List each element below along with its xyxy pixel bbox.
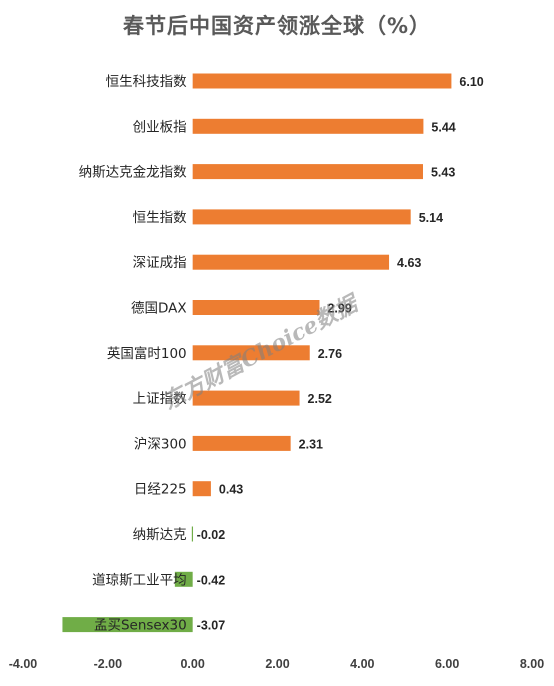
x-tick-label-6: 8.00 [520,657,544,671]
category-label-0: 恒生科技指数 [106,74,187,90]
x-tick-label-4: 4.00 [350,657,374,671]
category-label-2: 纳斯达克金龙指数 [79,165,187,181]
bar-7 [192,390,300,406]
x-axis-ticks-group: -4.00 -2.00 0.00 2.00 4.00 6.00 8.00 [9,657,544,671]
category-label-12: 孟买Sensex30 [94,618,187,634]
value-labels-group: 6.10 5.44 5.43 5.14 4.63 2.99 2.76 2.52 2.31 0.43… [197,75,484,633]
value-label-5: 2.99 [327,302,351,316]
bar-4 [192,254,390,270]
bars-group [62,73,452,633]
value-label-4: 4.63 [397,256,421,270]
bar-5 [192,300,320,315]
value-label-6: 2.76 [318,347,342,361]
value-label-7: 2.52 [308,392,332,406]
bar-11 [174,571,193,587]
value-label-11: -0.42 [197,573,226,587]
value-label-1: 5.44 [431,120,455,134]
chart-title: 春节后中国资产领涨全球（%） [122,14,432,38]
bar-8 [192,435,291,451]
category-label-6: 英国富时100 [107,345,187,362]
bar-3 [192,209,411,225]
category-label-7: 上证指数 [133,391,187,407]
x-tick-label-1: -2.00 [94,657,123,671]
value-label-2: 5.43 [431,166,455,180]
value-label-8: 2.31 [299,437,323,451]
value-label-10: -0.02 [197,528,226,542]
bar-2 [192,164,423,180]
bar-0 [192,73,452,89]
value-label-9: 0.43 [219,483,243,497]
x-tick-label-5: 6.00 [435,657,459,671]
category-label-5: 德国DAX [131,301,187,317]
bar-6 [192,345,310,361]
bar-9 [192,481,211,497]
bar-1 [192,118,424,134]
value-label-0: 6.10 [459,75,483,89]
category-label-9: 日经225 [134,482,187,498]
category-label-8: 沪深300 [134,436,187,452]
category-label-4: 深证成指 [133,255,187,271]
value-label-3: 5.14 [419,211,443,225]
bar-10 [191,526,194,542]
x-tick-label-2: 0.00 [180,657,204,671]
category-label-11: 道琼斯工业平均 [92,572,187,588]
bar-12 [62,617,193,633]
category-label-1: 创业板指 [133,119,187,135]
category-label-3: 恒生指数 [133,210,187,226]
x-tick-label-3: 2.00 [265,657,289,671]
value-label-12: -3.07 [197,619,226,633]
category-label-10: 纳斯达克 [133,527,187,543]
x-tick-label-0: -4.00 [9,657,38,671]
